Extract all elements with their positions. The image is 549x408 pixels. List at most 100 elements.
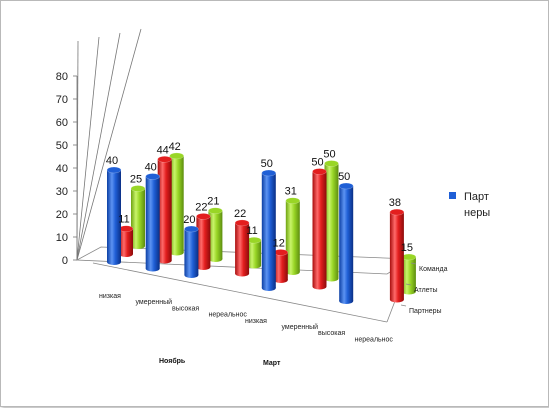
bar-body <box>169 155 184 253</box>
bar-Команда-5 <box>324 160 339 282</box>
category-label: умеренный <box>136 298 173 306</box>
data-label: 12 <box>273 237 285 249</box>
bar-Команда-1 <box>169 152 184 256</box>
data-label: 22 <box>195 201 207 213</box>
depth-tick <box>410 262 417 265</box>
category-label: нереальнос <box>355 336 394 343</box>
bar-base <box>285 269 300 275</box>
bar-body <box>324 163 339 279</box>
bar-top <box>184 225 199 233</box>
category-label: низкая <box>245 318 267 325</box>
legend-swatch <box>449 192 456 199</box>
bar-Атлеты-4 <box>273 249 289 283</box>
data-label: 40 <box>106 155 118 167</box>
bar-body <box>312 171 327 287</box>
data-label: 40 <box>145 162 157 174</box>
y-tick-label: 0 <box>62 255 68 267</box>
bar-Команда-7 <box>401 253 417 295</box>
group-label: Март <box>263 360 281 367</box>
data-label: 11 <box>246 225 257 237</box>
legend-label-line1: Парт <box>464 191 489 203</box>
data-label: 50 <box>338 171 350 183</box>
depth-label: Команда <box>419 266 448 273</box>
bar-base <box>196 264 211 270</box>
bar-Атлеты-5 <box>312 168 327 290</box>
bar-top <box>261 169 277 177</box>
y-tick-label: 20 <box>56 209 68 221</box>
bar-base <box>235 270 250 277</box>
y-tick-label: 70 <box>56 94 68 106</box>
chart-axes <box>75 28 413 323</box>
bar-top <box>389 208 405 216</box>
bar-base <box>261 285 276 291</box>
bar-Атлеты-3 <box>234 219 250 277</box>
bar-base <box>184 272 199 278</box>
bar-base <box>339 298 354 304</box>
depth-tick <box>405 283 412 286</box>
chart-bars <box>106 152 417 304</box>
bar-Партнеры-6 <box>338 182 354 304</box>
bar-Партнеры-1 <box>145 173 160 272</box>
bar-Партнеры-4 <box>261 169 277 291</box>
bar-top <box>234 219 250 227</box>
category-labels: низкаяумеренныйвысокаянереальноснизкаяум… <box>99 293 393 367</box>
y-tick-label: 10 <box>56 232 68 244</box>
bar-Атлеты-0 <box>118 225 134 257</box>
category-label: умеренный <box>282 323 319 331</box>
bar-base <box>131 243 145 249</box>
bar-base <box>247 262 262 269</box>
bar-body <box>389 212 404 300</box>
y-tick-label: 60 <box>56 117 68 129</box>
bar-body <box>131 188 145 246</box>
bar-top <box>246 236 262 244</box>
data-label: 31 <box>285 186 297 198</box>
bar-body <box>208 210 223 259</box>
bar-body <box>247 240 262 266</box>
category-label: высокая <box>172 305 199 312</box>
bar-base <box>312 283 327 290</box>
bar-Партнеры-2 <box>184 225 199 278</box>
category-label: нереальнос <box>209 312 248 319</box>
bar-base <box>208 256 223 262</box>
depth-axis-labels: Команда Атлеты Партнеры <box>400 262 448 315</box>
depth-label: Партнеры <box>409 308 442 315</box>
data-label: 44 <box>157 144 169 156</box>
bar-Команда-4 <box>285 197 301 275</box>
bar-base <box>169 249 184 256</box>
bar-base <box>324 275 339 282</box>
y-tick-label: 40 <box>56 163 68 175</box>
bar-top <box>157 156 172 163</box>
bar-top <box>338 182 354 190</box>
bar-base <box>273 277 288 283</box>
data-label: 22 <box>234 208 246 220</box>
data-label: 15 <box>401 242 413 254</box>
bar-body <box>145 176 160 269</box>
depth-label: Атлеты <box>414 287 438 294</box>
y-tick-label: 80 <box>56 71 68 83</box>
bar-body <box>339 186 354 301</box>
wall-line <box>76 32 121 261</box>
bar-body <box>285 200 300 272</box>
bar-base <box>107 259 121 265</box>
data-label: 25 <box>130 174 142 186</box>
bar-top <box>312 168 327 175</box>
bar-Атлеты-2 <box>196 213 211 270</box>
bar-top <box>208 207 223 214</box>
bar-base <box>145 265 160 272</box>
bar-body <box>273 252 288 280</box>
bar-Команда-0 <box>130 185 146 249</box>
bar-body <box>261 173 276 288</box>
category-label: высокая <box>318 330 345 337</box>
bar-top <box>273 249 289 256</box>
y-tick-label: 30 <box>56 186 68 198</box>
bar-Команда-2 <box>208 207 223 262</box>
bar-top <box>324 160 339 167</box>
bar-body <box>196 216 211 267</box>
x-axis-line <box>92 262 388 323</box>
bar-top <box>169 152 184 160</box>
bar-body <box>235 222 250 274</box>
data-label: 42 <box>169 141 181 153</box>
bar-base <box>157 257 172 264</box>
